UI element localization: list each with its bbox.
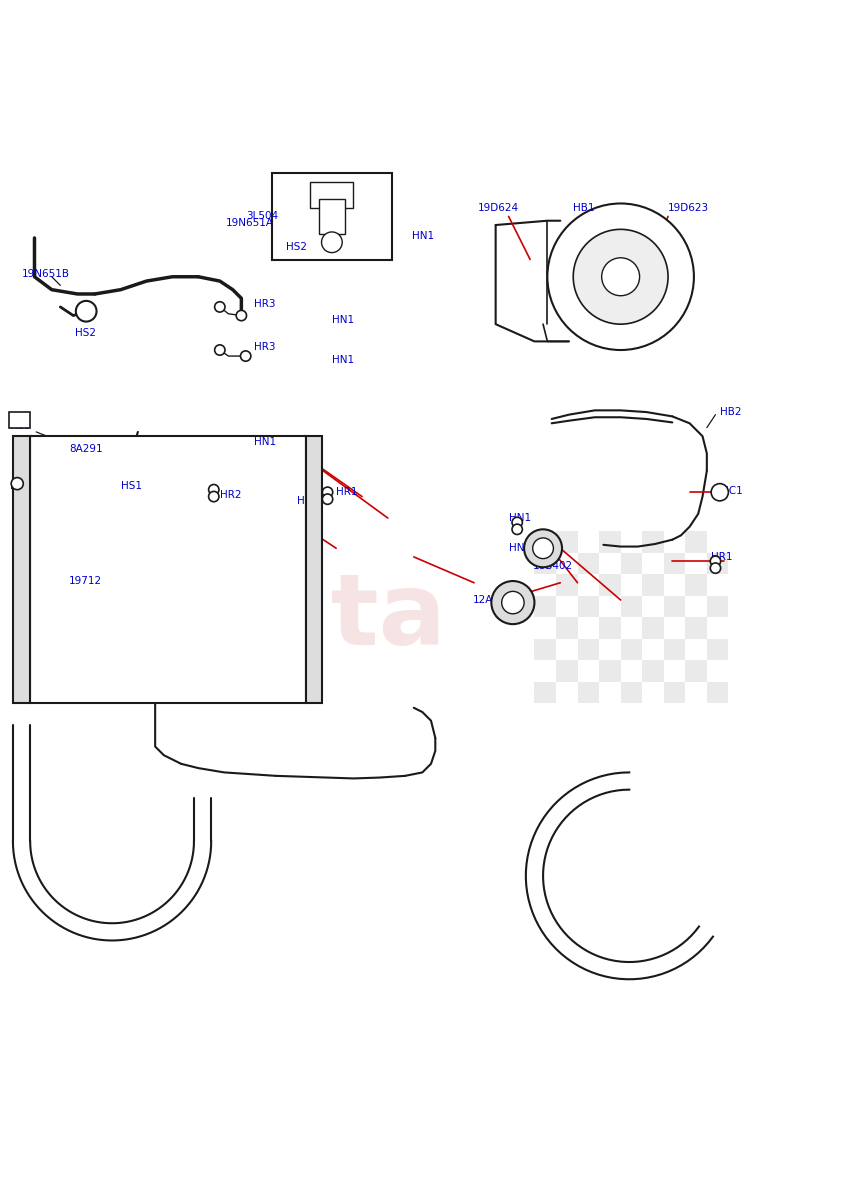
Text: HB2: HB2 bbox=[719, 407, 740, 418]
Circle shape bbox=[240, 350, 251, 361]
Text: HC1: HC1 bbox=[720, 486, 741, 496]
Circle shape bbox=[208, 485, 219, 494]
Text: 19712: 19712 bbox=[69, 576, 102, 586]
Bar bbox=[306, 437, 321, 703]
Bar bbox=[598, 532, 620, 552]
Bar bbox=[641, 660, 663, 682]
Circle shape bbox=[601, 258, 639, 295]
Circle shape bbox=[322, 494, 332, 504]
Circle shape bbox=[547, 204, 693, 350]
Text: HN1: HN1 bbox=[508, 514, 530, 523]
Bar bbox=[534, 595, 555, 617]
Text: HN1: HN1 bbox=[508, 544, 530, 553]
Text: HS3: HS3 bbox=[10, 421, 31, 431]
Text: 18B402: 18B402 bbox=[532, 560, 573, 570]
Bar bbox=[310, 182, 353, 208]
Bar bbox=[641, 617, 663, 638]
Bar bbox=[706, 595, 728, 617]
Text: 19D624: 19D624 bbox=[477, 203, 518, 212]
Text: HR3: HR3 bbox=[254, 342, 276, 353]
Text: 19D623: 19D623 bbox=[667, 203, 709, 212]
Bar bbox=[271, 173, 392, 259]
Text: HS1: HS1 bbox=[121, 481, 141, 491]
Bar bbox=[319, 199, 344, 234]
Text: HS2: HS2 bbox=[286, 241, 307, 252]
Circle shape bbox=[532, 538, 553, 559]
Text: HR1: HR1 bbox=[336, 487, 357, 497]
Circle shape bbox=[322, 487, 332, 498]
Text: HB1: HB1 bbox=[573, 203, 594, 212]
Bar bbox=[663, 682, 684, 703]
Bar bbox=[555, 574, 577, 595]
Bar bbox=[9, 412, 30, 427]
Circle shape bbox=[709, 563, 720, 574]
Text: HR3: HR3 bbox=[254, 299, 276, 310]
Text: HR1: HR1 bbox=[710, 552, 732, 562]
Bar bbox=[706, 638, 728, 660]
Bar bbox=[684, 532, 706, 552]
Circle shape bbox=[321, 232, 342, 253]
Bar bbox=[598, 574, 620, 595]
Text: HR2: HR2 bbox=[10, 481, 32, 491]
Bar bbox=[620, 595, 641, 617]
Bar bbox=[598, 660, 620, 682]
Bar bbox=[577, 682, 598, 703]
Bar bbox=[663, 638, 684, 660]
Bar bbox=[598, 617, 620, 638]
Bar bbox=[706, 552, 728, 574]
Bar bbox=[684, 574, 706, 595]
Circle shape bbox=[208, 491, 219, 502]
Bar bbox=[620, 552, 641, 574]
Text: HN1: HN1 bbox=[412, 232, 434, 241]
Text: 8A291: 8A291 bbox=[69, 444, 102, 454]
Circle shape bbox=[236, 311, 246, 320]
Bar bbox=[663, 595, 684, 617]
Text: 12A644: 12A644 bbox=[472, 595, 512, 605]
Text: 3L504: 3L504 bbox=[245, 211, 277, 222]
Bar bbox=[577, 638, 598, 660]
Text: 19N651B: 19N651B bbox=[22, 269, 70, 280]
Circle shape bbox=[710, 484, 728, 500]
Bar bbox=[534, 552, 555, 574]
Bar bbox=[534, 682, 555, 703]
Text: HN1: HN1 bbox=[297, 496, 319, 506]
Circle shape bbox=[501, 592, 523, 613]
Circle shape bbox=[511, 524, 522, 534]
Bar bbox=[555, 532, 577, 552]
Text: delta: delta bbox=[157, 569, 446, 666]
Bar bbox=[555, 617, 577, 638]
Circle shape bbox=[491, 581, 534, 624]
Bar bbox=[534, 638, 555, 660]
Text: 19N651A: 19N651A bbox=[226, 218, 274, 228]
Bar bbox=[684, 617, 706, 638]
Bar bbox=[620, 682, 641, 703]
Circle shape bbox=[76, 301, 96, 322]
Circle shape bbox=[709, 556, 720, 566]
Text: HN1: HN1 bbox=[254, 437, 276, 448]
Bar bbox=[641, 574, 663, 595]
Bar bbox=[577, 595, 598, 617]
Bar bbox=[641, 532, 663, 552]
Circle shape bbox=[511, 517, 522, 528]
Bar bbox=[13, 437, 30, 703]
Circle shape bbox=[214, 301, 225, 312]
Text: HR2: HR2 bbox=[220, 490, 241, 500]
Circle shape bbox=[573, 229, 667, 324]
Bar bbox=[555, 660, 577, 682]
Circle shape bbox=[523, 529, 561, 568]
Bar bbox=[706, 682, 728, 703]
Bar bbox=[620, 638, 641, 660]
Circle shape bbox=[11, 478, 23, 490]
Text: HN1: HN1 bbox=[331, 314, 354, 325]
Text: HN1: HN1 bbox=[331, 355, 354, 365]
Bar bbox=[577, 552, 598, 574]
Bar bbox=[684, 660, 706, 682]
Bar bbox=[663, 552, 684, 574]
Text: HS2: HS2 bbox=[75, 328, 96, 337]
Circle shape bbox=[214, 344, 225, 355]
Bar bbox=[30, 437, 306, 703]
